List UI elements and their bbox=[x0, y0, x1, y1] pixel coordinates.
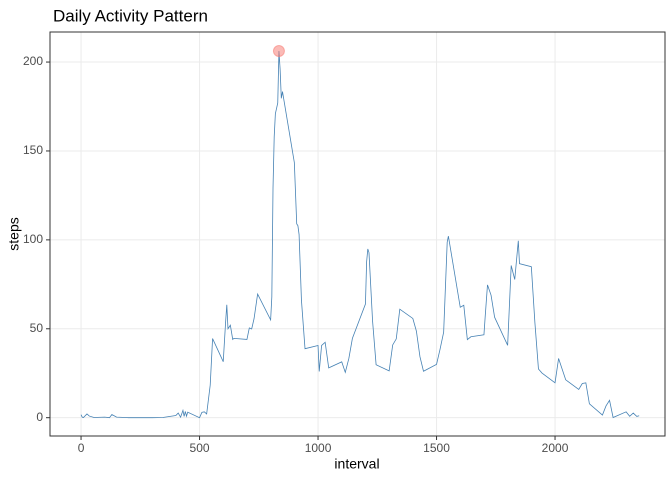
x-axis-title: interval bbox=[334, 456, 379, 472]
x-tick-label: 500 bbox=[190, 441, 210, 455]
y-axis-title: steps bbox=[6, 217, 22, 250]
y-tick-label: 50 bbox=[30, 321, 44, 335]
panel-border bbox=[49, 31, 666, 437]
x-tick-label: 1500 bbox=[423, 441, 450, 455]
x-tick-label: 2000 bbox=[542, 441, 569, 455]
x-tick-label: 0 bbox=[78, 441, 85, 455]
y-tick-label: 150 bbox=[23, 143, 43, 157]
x-tick-label: 1000 bbox=[305, 441, 332, 455]
line bbox=[80, 51, 640, 419]
y-tick-label: 0 bbox=[36, 410, 43, 424]
highlight-point bbox=[272, 45, 285, 58]
y-tick-label: 200 bbox=[23, 54, 43, 68]
y-tick-label: 100 bbox=[23, 232, 43, 246]
chart-title: Daily Activity Pattern bbox=[53, 6, 208, 25]
